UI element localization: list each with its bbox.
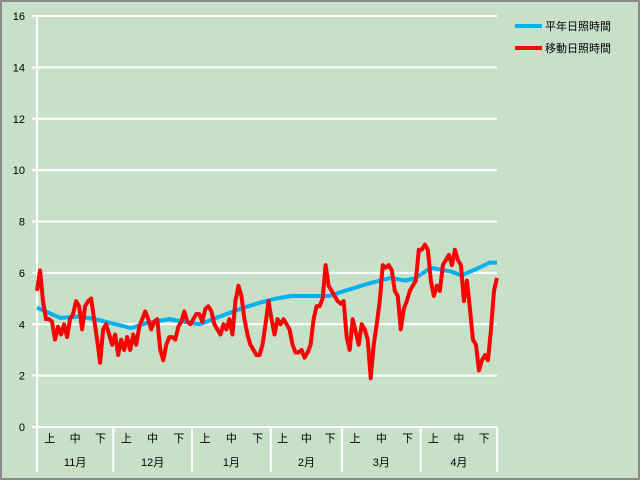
x-tick-label: 上: [428, 432, 439, 445]
legend-label: 移動日照時間: [545, 41, 611, 55]
x-tick-label: 下: [325, 433, 336, 445]
y-axis-ticks: 0 2 4 6 8 10 12 14 16: [13, 11, 25, 434]
y-tick-label: 2: [19, 371, 25, 383]
x-tick-label: 上: [277, 432, 288, 445]
x-tick-label: 中: [147, 432, 158, 445]
series-line-moving: [35, 242, 499, 381]
x-tick-label: 下: [402, 433, 413, 445]
y-tick-label: 0: [19, 422, 25, 434]
x-tick-label: 上: [350, 432, 361, 445]
x-tick-label: 中: [226, 432, 237, 445]
month-label: 3月: [373, 457, 390, 469]
x-tick-label: 下: [173, 433, 184, 445]
x-tick-label: 上: [200, 432, 211, 445]
y-tick-label: 10: [13, 165, 25, 177]
gridlines: [32, 15, 497, 472]
x-tick-label: 中: [453, 432, 464, 445]
x-axis: 上中下11月上中下12月上中下1月上中下2月上中下3月上中下4月: [44, 427, 498, 472]
y-tick-label: 14: [13, 62, 25, 74]
y-tick-label: 6: [19, 268, 25, 280]
month-label: 2月: [298, 457, 315, 469]
x-tick-label: 下: [479, 433, 490, 445]
y-tick-label: 4: [19, 319, 25, 331]
month-label: 12月: [141, 457, 164, 469]
x-tick-label: 下: [252, 433, 263, 445]
y-tick-label: 16: [13, 11, 25, 23]
x-tick-label: 中: [376, 432, 387, 445]
series-lines: [35, 242, 499, 381]
month-label: 1月: [223, 457, 240, 469]
y-tick-label: 12: [13, 114, 25, 126]
x-tick-label: 下: [95, 433, 106, 445]
x-tick-label: 中: [301, 432, 312, 445]
month-label: 4月: [450, 457, 467, 469]
x-tick-label: 上: [121, 432, 132, 445]
x-tick-label: 中: [70, 432, 81, 445]
y-tick-label: 8: [19, 217, 25, 229]
series-line-normal: [36, 260, 497, 331]
legend-label: 平年日照時間: [545, 19, 611, 33]
x-tick-label: 上: [44, 432, 55, 445]
month-label: 11月: [64, 457, 86, 469]
